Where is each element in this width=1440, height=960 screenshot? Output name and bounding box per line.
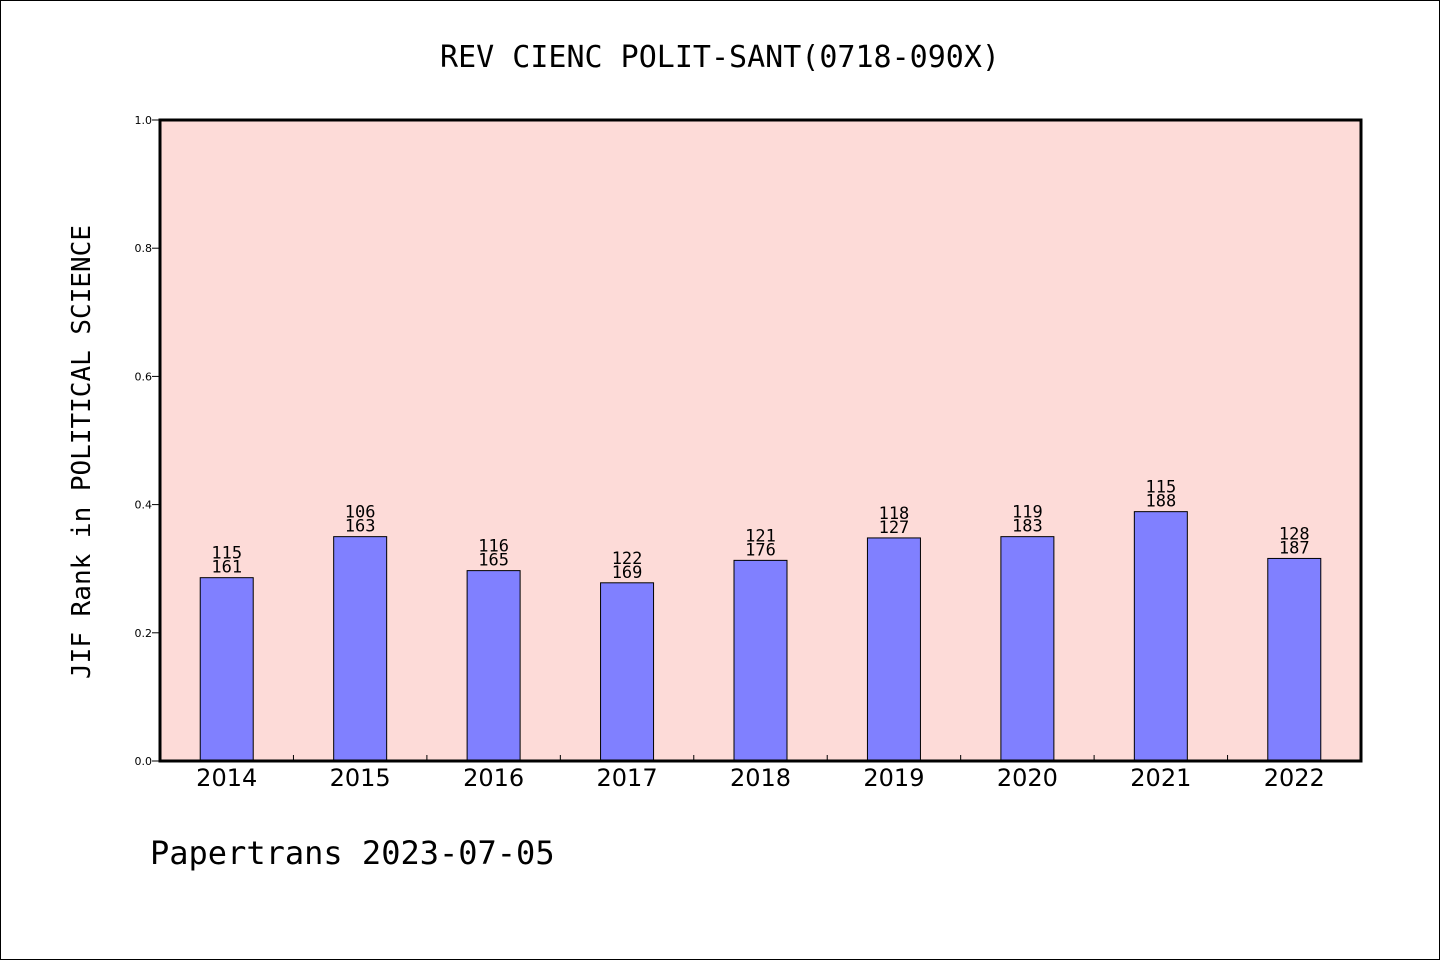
footer-text: Papertrans 2023-07-05: [150, 834, 555, 872]
bar-rank-label: 121: [745, 526, 776, 546]
bar-rank-label: 118: [879, 504, 910, 524]
y-tick-label: 0.4: [135, 499, 153, 512]
bar-2022: [1267, 557, 1322, 762]
bar-rank-label: 115: [211, 544, 242, 564]
chart-title: REV CIENC POLIT-SANT(0718-090X): [440, 40, 1000, 75]
bar-total-label: 188: [1145, 492, 1176, 512]
bar-total-label: 183: [1012, 517, 1043, 537]
bar-rank-label: 115: [1145, 478, 1176, 498]
bar-rank-label: 122: [612, 549, 643, 569]
y-axis: 0.0 0.2 0.4 0.6 0.8 1.0: [135, 114, 160, 768]
x-tick-label: 2020: [997, 764, 1058, 792]
bar-total-label: 187: [1279, 538, 1310, 558]
bar-series: [199, 511, 1322, 762]
bar-total-label: 169: [612, 563, 643, 583]
bar-rank-label: 128: [1279, 524, 1310, 544]
bar-2016: [466, 570, 521, 762]
bar-2018: [733, 559, 788, 762]
x-tick-label: 2017: [597, 764, 658, 792]
x-axis: 2014 2015 2016 2017 2018 2019 2020 2021 2022: [196, 755, 1325, 792]
y-tick-label: 0.0: [135, 755, 153, 768]
bar-2014: [199, 577, 254, 762]
x-tick-label: 2015: [330, 764, 391, 792]
bar-2020: [1000, 536, 1055, 762]
bar-rank-label: 116: [478, 537, 509, 557]
x-tick-label: 2019: [863, 764, 924, 792]
bar-2019: [866, 537, 921, 762]
bar-total-label: 127: [879, 518, 910, 538]
x-tick-label: 2021: [1130, 764, 1191, 792]
x-tick-label: 2018: [730, 764, 791, 792]
x-tick-label: 2014: [196, 764, 257, 792]
plot-border: [158, 118, 1363, 763]
bar-total-label: 165: [478, 551, 509, 571]
y-tick-label: 0.2: [135, 627, 153, 640]
y-tick-label: 0.6: [135, 370, 153, 383]
bar-rank-label: 119: [1012, 503, 1043, 523]
x-tick-label: 2022: [1264, 764, 1325, 792]
bar-2021: [1133, 511, 1188, 762]
bar-2017: [600, 582, 655, 762]
x-tick-label: 2016: [463, 764, 524, 792]
bar-2015: [333, 536, 388, 762]
y-tick-label: 0.8: [135, 242, 153, 255]
y-axis-label: JIF Rank in POLITICAL SCIENCE: [67, 225, 97, 679]
bar-total-label: 176: [745, 540, 776, 560]
bar-total-label: 161: [211, 558, 242, 578]
bar-rank-label: 106: [345, 503, 376, 523]
y-tick-label: 1.0: [135, 114, 153, 127]
bar-total-label: 163: [345, 517, 376, 537]
